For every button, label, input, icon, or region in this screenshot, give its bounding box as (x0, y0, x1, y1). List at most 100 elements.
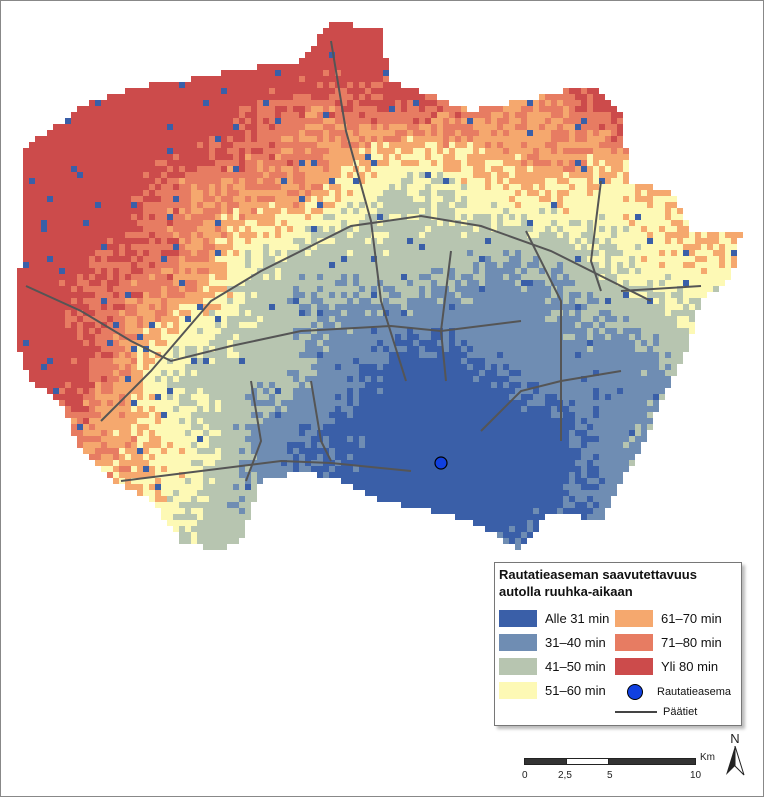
raster-cell (23, 322, 29, 328)
raster-cell (569, 130, 575, 136)
raster-cell (95, 148, 101, 154)
raster-cell (155, 202, 161, 208)
raster-cell (347, 52, 353, 58)
raster-cell (611, 268, 617, 274)
raster-cell (29, 250, 35, 256)
raster-cell (551, 268, 557, 274)
raster-cell (473, 238, 479, 244)
raster-cell (431, 94, 437, 100)
raster-cell (587, 178, 593, 184)
raster-cell (275, 136, 281, 142)
raster-cell (527, 334, 533, 340)
raster-cell (305, 118, 311, 124)
raster-cell (611, 256, 617, 262)
raster-cell (233, 256, 239, 262)
raster-cell (131, 106, 137, 112)
raster-cell (335, 88, 341, 94)
raster-cell (659, 256, 665, 262)
raster-cell (287, 220, 293, 226)
raster-cell (335, 352, 341, 358)
raster-cell (233, 262, 239, 268)
raster-cell (179, 94, 185, 100)
raster-cell (293, 130, 299, 136)
raster-cell (101, 118, 107, 124)
raster-cell (275, 232, 281, 238)
raster-cell (617, 232, 623, 238)
raster-cell (65, 352, 71, 358)
raster-cell (125, 184, 131, 190)
raster-cell (707, 250, 713, 256)
raster-cell (407, 352, 413, 358)
raster-cell (341, 130, 347, 136)
raster-cell (437, 346, 443, 352)
raster-cell (215, 244, 221, 250)
raster-cell (647, 274, 653, 280)
raster-cell (335, 286, 341, 292)
raster-cell (419, 256, 425, 262)
raster-cell (395, 220, 401, 226)
raster-cell (17, 268, 23, 274)
raster-cell (623, 154, 629, 160)
raster-cell (599, 322, 605, 328)
raster-cell (701, 280, 707, 286)
raster-cell (251, 310, 257, 316)
raster-cell (269, 232, 275, 238)
raster-cell (221, 352, 227, 358)
raster-cell (533, 172, 539, 178)
raster-cell (233, 142, 239, 148)
raster-cell (197, 250, 203, 256)
raster-cell (239, 274, 245, 280)
raster-cell (131, 214, 137, 220)
raster-cell (173, 226, 179, 232)
raster-cell (335, 304, 341, 310)
raster-cell (539, 280, 545, 286)
raster-cell (557, 274, 563, 280)
raster-cell (179, 334, 185, 340)
raster-cell (209, 190, 215, 196)
raster-cell (491, 178, 497, 184)
raster-cell (185, 352, 191, 358)
raster-cell (563, 226, 569, 232)
raster-cell (269, 298, 275, 304)
raster-cell (125, 196, 131, 202)
raster-cell (101, 112, 107, 118)
raster-cell (611, 196, 617, 202)
raster-cell (449, 154, 455, 160)
raster-cell (521, 178, 527, 184)
raster-cell (653, 304, 659, 310)
raster-cell (281, 178, 287, 184)
raster-cell (347, 202, 353, 208)
raster-cell (179, 208, 185, 214)
raster-cell (437, 220, 443, 226)
raster-cell (701, 268, 707, 274)
raster-cell (173, 106, 179, 112)
raster-cell (521, 106, 527, 112)
raster-cell (131, 178, 137, 184)
raster-cell (647, 292, 653, 298)
raster-cell (509, 304, 515, 310)
raster-cell (617, 172, 623, 178)
raster-cell (155, 184, 161, 190)
raster-cell (437, 172, 443, 178)
raster-cell (341, 310, 347, 316)
raster-cell (575, 130, 581, 136)
raster-cell (53, 220, 59, 226)
raster-cell (53, 340, 59, 346)
raster-cell (257, 280, 263, 286)
raster-cell (179, 130, 185, 136)
raster-cell (461, 214, 467, 220)
raster-cell (179, 268, 185, 274)
raster-cell (569, 118, 575, 124)
raster-cell (425, 334, 431, 340)
raster-cell (593, 136, 599, 142)
raster-cell (671, 346, 677, 352)
raster-cell (185, 358, 191, 364)
raster-cell (503, 112, 509, 118)
raster-cell (533, 136, 539, 142)
raster-cell (323, 250, 329, 256)
raster-cell (527, 244, 533, 250)
raster-cell (59, 196, 65, 202)
raster-cell (629, 334, 635, 340)
raster-cell (713, 286, 719, 292)
raster-cell (617, 286, 623, 292)
